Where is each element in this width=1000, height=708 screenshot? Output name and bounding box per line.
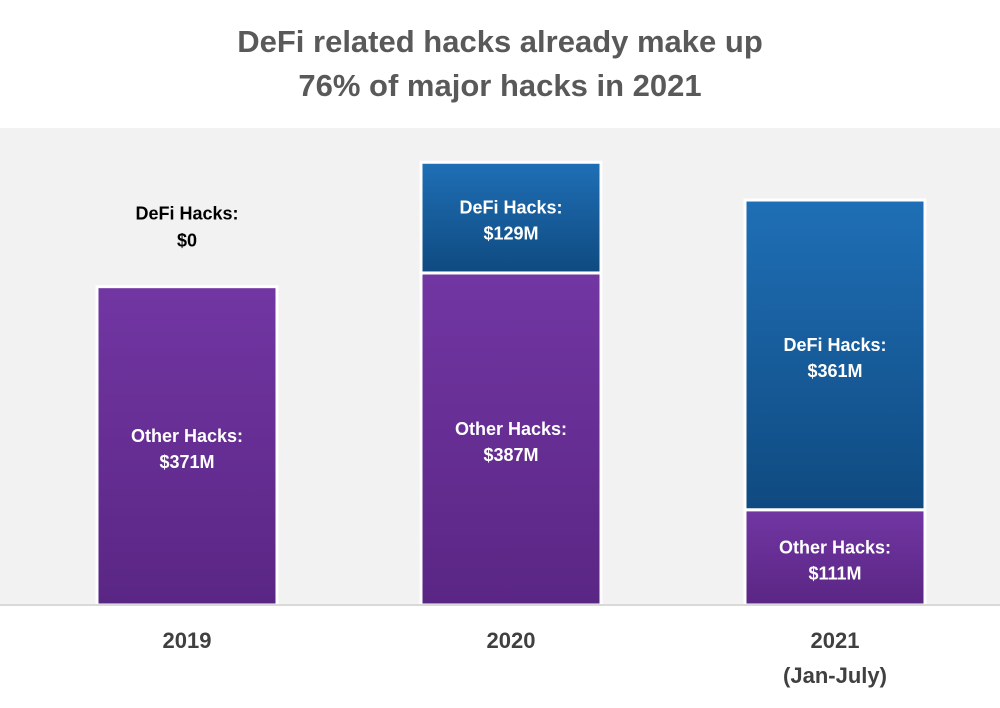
bar-defi-hacks-2021 xyxy=(743,198,927,512)
bar-label-value-defi-hacks-2020: $129M xyxy=(483,224,538,244)
bar-label-value-defi-hacks-2019: $0 xyxy=(177,231,197,251)
chart-title-line-1: DeFi related hacks already make up xyxy=(237,24,763,59)
bar-label-name-defi-hacks-2020: DeFi Hacks: xyxy=(459,198,562,218)
bar-defi-hacks-2020 xyxy=(419,160,603,275)
bar-label-value-other-hacks-2021: $111M xyxy=(808,563,861,583)
chart-title-line-2: 76% of major hacks in 2021 xyxy=(298,68,702,103)
bar-label-value-other-hacks-2019: $371M xyxy=(159,452,214,472)
bar-other-hacks-2019 xyxy=(95,285,279,607)
bar-label-value-other-hacks-2020: $387M xyxy=(483,445,538,465)
x-tick-sublabel-2021: (Jan-July) xyxy=(783,663,887,688)
x-tick-label-2019: 2019 xyxy=(163,628,212,653)
bar-label-name-other-hacks-2021: Other Hacks: xyxy=(779,537,891,557)
x-tick-label-2021: 2021 xyxy=(811,628,860,653)
bar-label-name-defi-hacks-2019: DeFi Hacks: xyxy=(135,204,238,224)
bar-label-name-other-hacks-2019: Other Hacks: xyxy=(131,426,243,446)
bar-label-value-defi-hacks-2021: $361M xyxy=(807,361,862,381)
bar-label-name-defi-hacks-2021: DeFi Hacks: xyxy=(783,335,886,355)
bar-label-name-other-hacks-2020: Other Hacks: xyxy=(455,419,567,439)
x-tick-label-2020: 2020 xyxy=(487,628,536,653)
